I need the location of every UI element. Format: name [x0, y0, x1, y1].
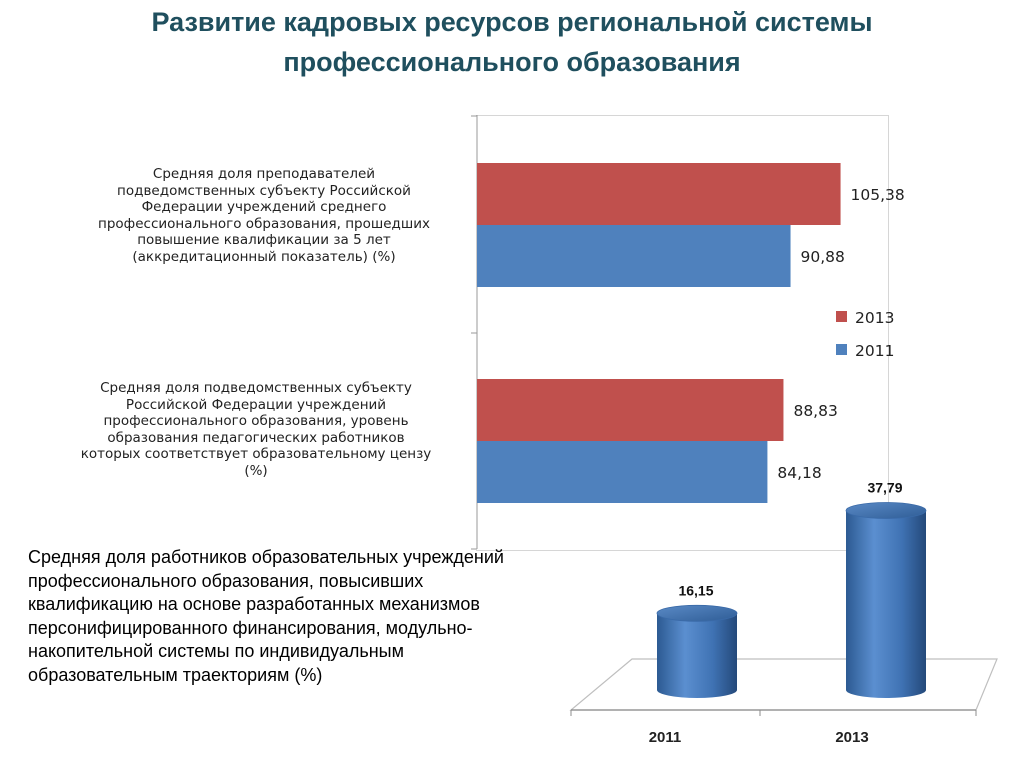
- category-label-line: (аккредитационный показатель) (%): [132, 248, 396, 265]
- bar-category-label: Средняя доля подведомственных субъекту Р…: [28, 380, 484, 479]
- category-label-line: Средняя доля преподавателей: [152, 166, 376, 182]
- bar-value-label: 84,18: [777, 464, 821, 482]
- legend-swatch-2013: [836, 311, 847, 322]
- bar-chart-plot-area: [476, 115, 889, 551]
- cylinder-bar-2013: [846, 510, 926, 698]
- category-label-line: профессионального образования, прошедших: [98, 215, 430, 232]
- cylinder-chart-floor: [569, 658, 998, 711]
- category-label-line: которых соответствует образовательному ц…: [80, 446, 432, 462]
- category-label-line: (%): [244, 462, 268, 479]
- description-line: персонифицированного финансирования, мод…: [28, 617, 473, 638]
- bar-2011-1: [477, 225, 791, 287]
- category-label-line: повышение квалификации за 5 лет: [137, 232, 391, 248]
- legend-label-2011: 2011: [855, 342, 894, 360]
- bar-value-label: 90,88: [801, 248, 845, 266]
- cylinder-category-label-2013: 2013: [835, 729, 868, 746]
- cylinder-category-label-2011: 2011: [649, 729, 682, 746]
- bar-value-label: 88,83: [793, 402, 837, 420]
- cylinder-value-label: 16,15: [678, 582, 713, 598]
- bar-value-label: 105,38: [851, 186, 905, 204]
- bar-2011-2: [477, 441, 768, 503]
- cylinder-top: [656, 604, 738, 622]
- bar-2013-2: [477, 379, 784, 441]
- description-line: образовательным траекториям (%): [28, 664, 323, 685]
- category-label-line: подведомственных субъекту Российской: [117, 182, 411, 199]
- page-title-line: Развитие кадровых ресурсов региональной …: [151, 7, 873, 37]
- legend-label-2013: 2013: [855, 309, 894, 327]
- bar-category-label: Средняя доля преподавателей подведомстве…: [36, 166, 492, 265]
- description-line: профессионального образования, повысивши…: [28, 570, 424, 591]
- category-label-line: Средняя доля подведомственных субъекту: [100, 380, 412, 396]
- legend-swatch-2011: [836, 344, 847, 355]
- description-line: квалификацию на основе разработанных мех…: [28, 594, 480, 614]
- bar-2013-1: [477, 163, 841, 225]
- category-label-line: образования педагогических работников: [107, 429, 405, 446]
- description-line: накопительной системы по индивидуальным: [28, 641, 404, 661]
- cylinder-top: [845, 502, 927, 519]
- cylinder-bar-2011: [657, 613, 737, 698]
- description-line: Средняя доля работников образовательных …: [28, 547, 504, 567]
- category-label-line: Российской Федерации учреждений: [125, 396, 387, 413]
- category-label-line: профессионального образования, уровень: [103, 413, 409, 429]
- cylinder-chart-description: Средняя доля работников образовательных …: [28, 546, 588, 687]
- page-title-line: профессионального образования: [283, 47, 741, 77]
- cylinder-value-label: 37,79: [867, 479, 902, 495]
- page-title: Развитие кадровых ресурсов региональной …: [0, 2, 1024, 82]
- category-label-line: Федерации учреждений среднего: [141, 199, 387, 215]
